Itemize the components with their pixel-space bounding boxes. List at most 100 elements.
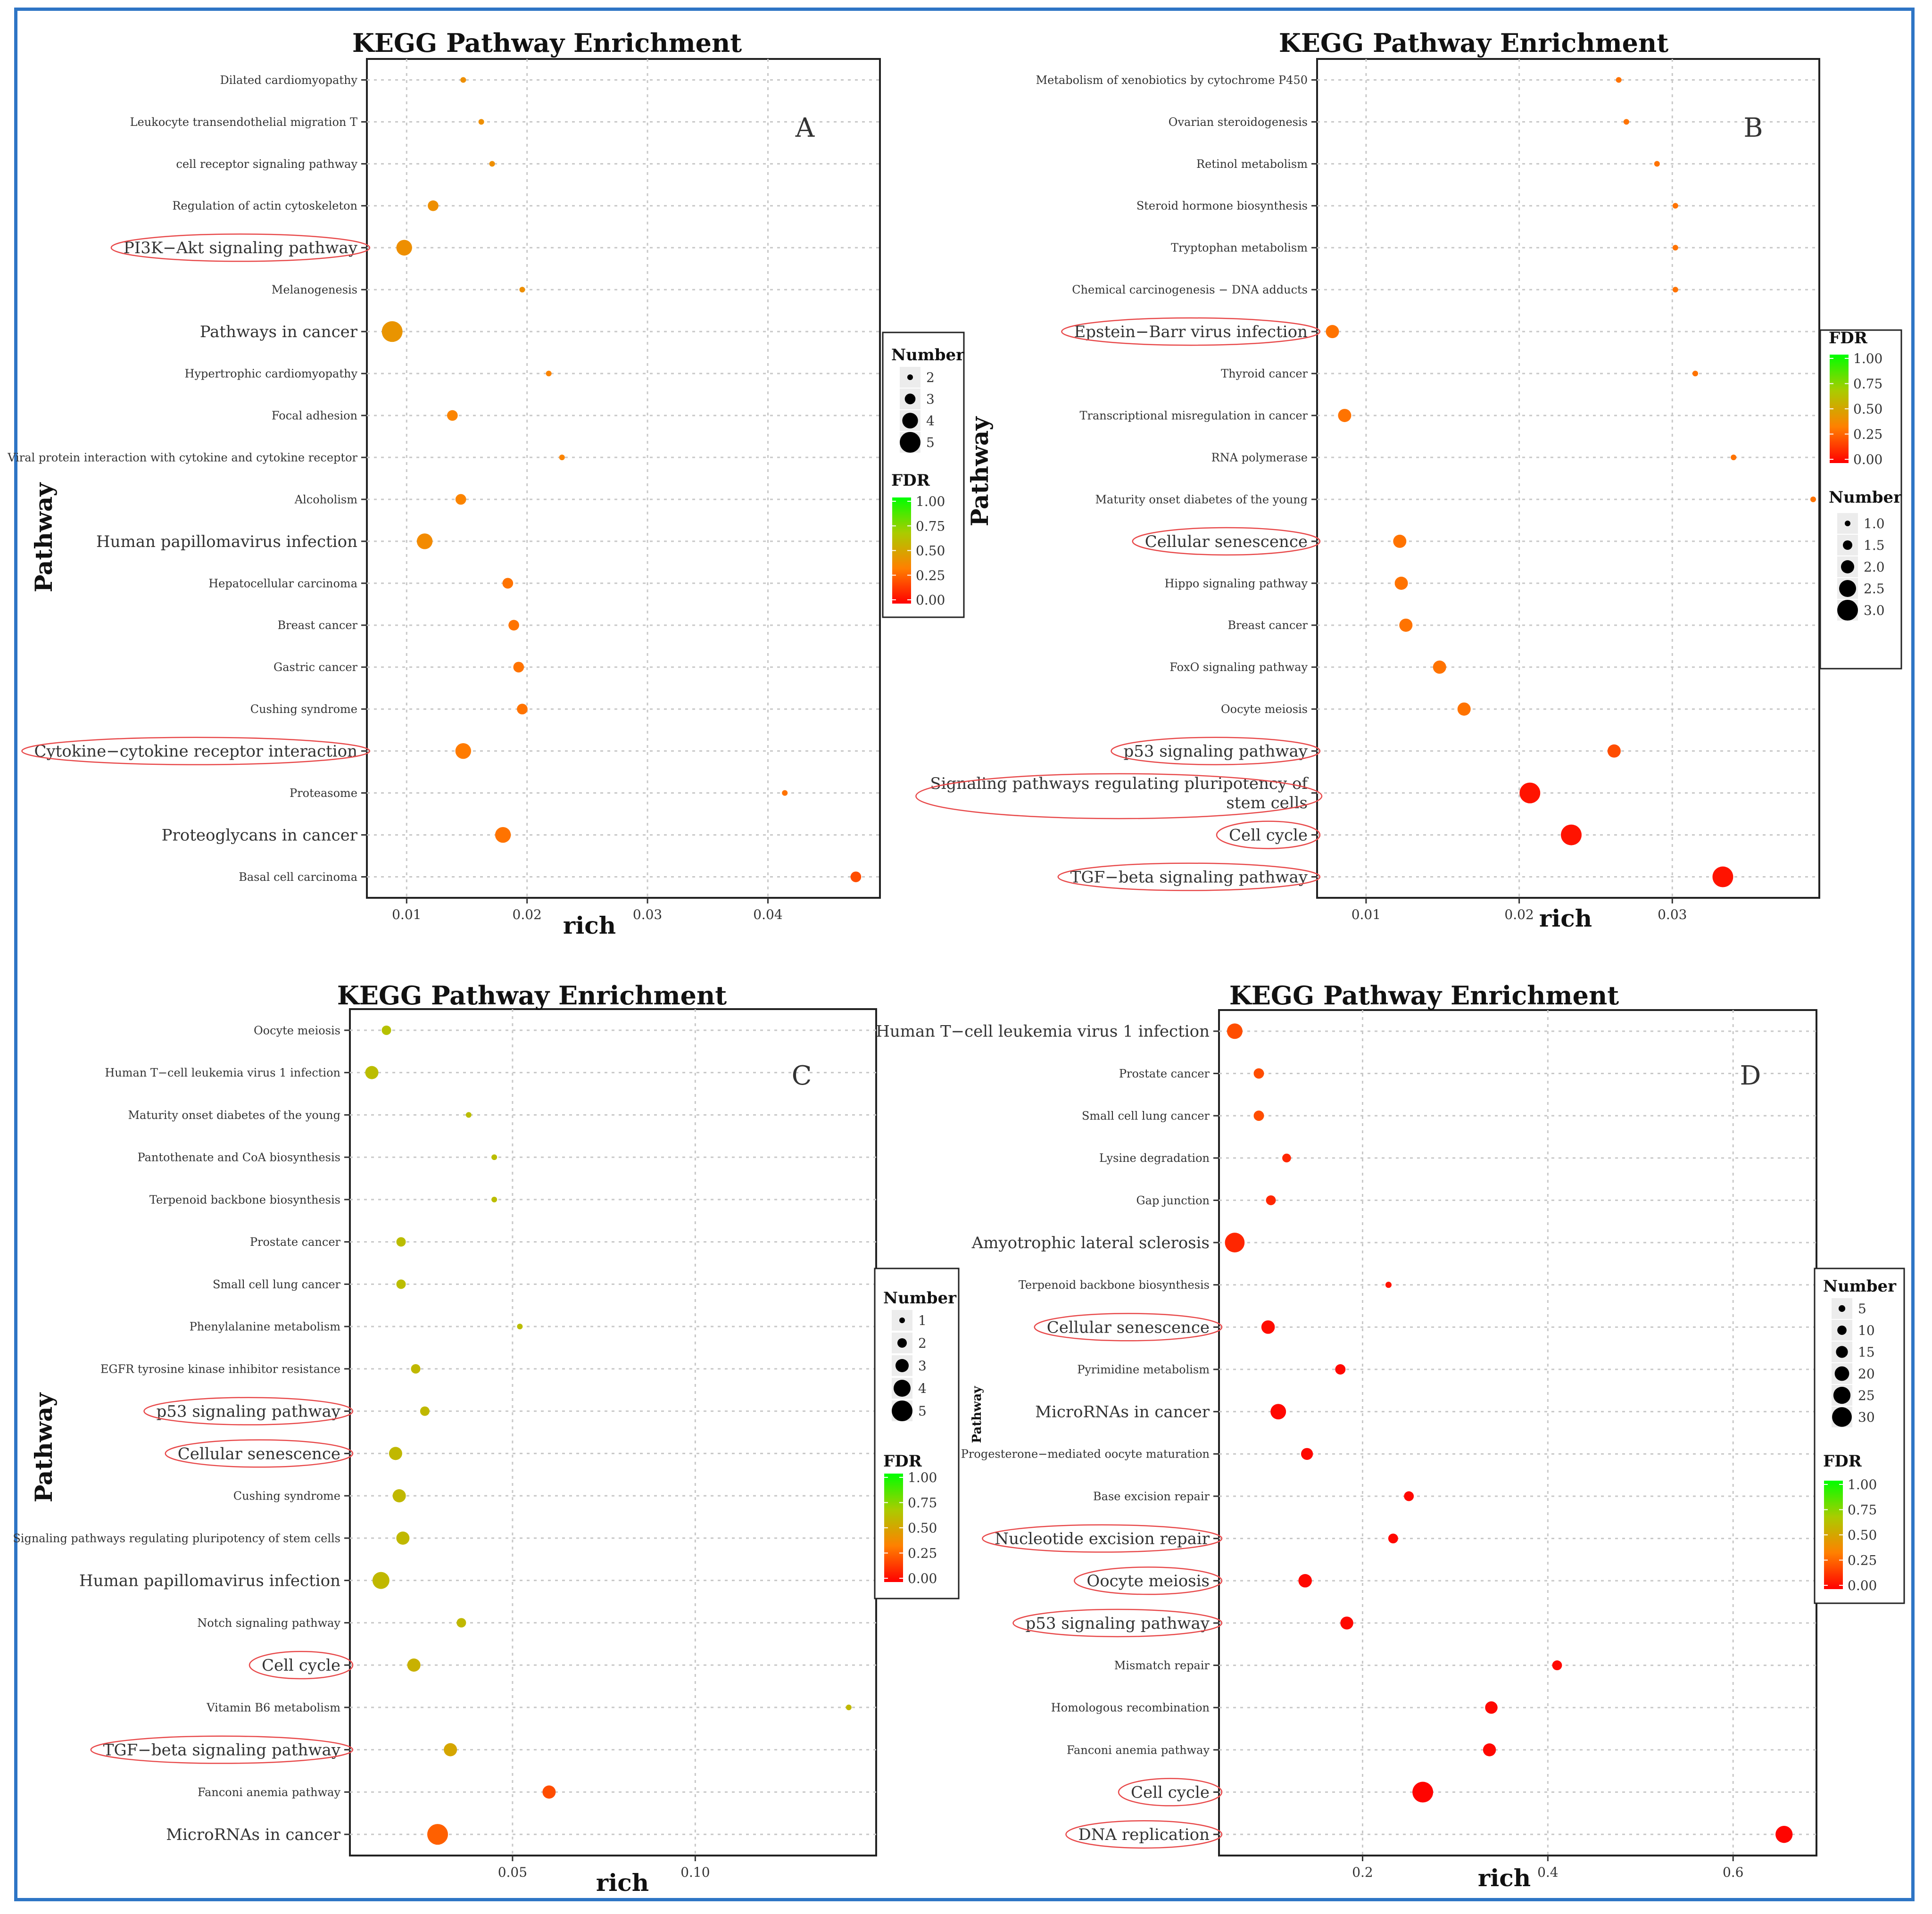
y-tick-label: Small cell lung cancer — [213, 1278, 341, 1291]
size-legend-dot — [1832, 1407, 1852, 1427]
y-tick-label: Regulation of actin cytoskeleton — [172, 199, 357, 213]
data-point — [411, 1364, 421, 1374]
size-legend-title: Number — [891, 346, 965, 365]
y-tick-label: EGFR tyrosine kinase inhibitor resistanc… — [100, 1362, 340, 1375]
data-point — [460, 77, 466, 83]
size-legend-label: 1.0 — [1864, 516, 1885, 531]
y-tick-label: Terpenoid backbone biosynthesis — [149, 1193, 340, 1206]
data-point — [1712, 866, 1733, 887]
data-point — [1692, 371, 1698, 377]
size-legend-label: 5 — [926, 435, 935, 450]
highlight-circle — [1111, 737, 1321, 765]
y-tick-label: Cytokine−cytokine receptor interaction — [34, 742, 357, 761]
data-point — [1326, 325, 1339, 339]
data-point — [465, 1112, 472, 1118]
y-tick-label: Homologous recombination — [1051, 1701, 1210, 1715]
y-tick-label: Ovarian steroidogenesis — [1169, 116, 1308, 129]
fdr-legend-label: 1.00 — [908, 1470, 937, 1485]
y-tick-label: Cushing syndrome — [250, 703, 357, 716]
data-point — [1253, 1110, 1264, 1121]
data-point — [546, 371, 552, 377]
y-tick-label: Signaling pathways regulating pluripoten… — [930, 774, 1309, 793]
y-tick-label: Small cell lung cancer — [1082, 1110, 1210, 1123]
data-point — [381, 321, 403, 342]
fdr-legend-label: 0.50 — [1848, 1527, 1877, 1543]
highlight-circle — [982, 1524, 1223, 1553]
y-tick-label: Mismatch repair — [1114, 1659, 1210, 1672]
data-point — [491, 1154, 498, 1160]
data-point — [495, 827, 511, 843]
y-tick-label: Progesterone−mediated oocyte maturation — [961, 1448, 1210, 1461]
data-point — [1623, 119, 1629, 125]
size-legend-dot — [897, 1338, 907, 1348]
highlight-circle — [1118, 1778, 1223, 1806]
y-tick-label: Melanogenesis — [272, 283, 357, 297]
data-point — [1253, 1068, 1264, 1079]
y-tick-label: Cellular senescence — [178, 1444, 340, 1463]
plot-frame — [1218, 1009, 1817, 1856]
size-legend-dot — [892, 1400, 912, 1421]
data-point — [1654, 161, 1660, 167]
highlight-circle — [90, 1735, 354, 1764]
fdr-legend-title: FDR — [1823, 1452, 1862, 1471]
fdr-legend-label: 0.25 — [908, 1546, 937, 1561]
x-tick-label: 0.02 — [513, 907, 542, 922]
size-legend-label: 3.0 — [1864, 603, 1885, 618]
y-tick-label: p53 signaling pathway — [1124, 742, 1308, 761]
legend: Number 5 10 15 20 25 30 FDR 1.00 0.75 0.50 0.25 0.00 — [1814, 1268, 1905, 1604]
size-legend-label: 1.5 — [1864, 538, 1885, 553]
size-legend-dot — [1838, 1305, 1846, 1312]
data-point — [1261, 1320, 1275, 1334]
y-tick-label: RNA polymerase — [1211, 451, 1308, 464]
data-point — [517, 1324, 523, 1330]
y-tick-label: Proteoglycans in cancer — [162, 826, 358, 845]
x-axis-title: rich — [1478, 1864, 1531, 1892]
highlight-circle — [249, 1650, 354, 1680]
size-legend-label: 25 — [1858, 1388, 1875, 1403]
y-tick-label: Tryptophan metabolism — [1171, 241, 1308, 255]
y-tick-label: Lysine degradation — [1099, 1152, 1210, 1165]
highlight-circle — [1061, 317, 1321, 346]
x-tick-label: 0.04 — [753, 907, 782, 922]
fdr-legend-label: 1.00 — [1848, 1477, 1877, 1492]
y-tick-label: Prostate cancer — [1119, 1067, 1210, 1080]
x-tick-label: 0.10 — [680, 1864, 710, 1880]
y-tick-label: TGF−beta signaling pathway — [1070, 868, 1308, 887]
data-point — [1340, 1616, 1353, 1630]
fdr-legend-label: 0.75 — [916, 518, 945, 534]
data-point — [1385, 1282, 1392, 1288]
y-tick-label: Alcoholism — [294, 493, 357, 506]
size-legend-dot — [899, 1317, 905, 1323]
y-tick-label: Notch signaling pathway — [197, 1616, 340, 1630]
fdr-legend-title: FDR — [1829, 329, 1868, 348]
y-tick-label: PI3K−Akt signaling pathway — [124, 239, 358, 257]
y-tick-label-line2: stem cells — [1226, 794, 1308, 812]
y-tick-label: Focal adhesion — [272, 409, 357, 422]
y-tick-label: Fanconi anemia pathway — [1067, 1743, 1210, 1757]
data-point — [455, 494, 466, 505]
x-tick-label: 0.01 — [392, 907, 421, 922]
size-legend-dot — [1837, 600, 1858, 621]
data-point — [1775, 1826, 1793, 1843]
size-legend-dot — [1839, 580, 1856, 597]
data-point — [1616, 77, 1622, 83]
size-legend-dot — [902, 413, 918, 429]
size-legend-label: 3 — [926, 391, 935, 407]
data-point — [444, 1743, 457, 1757]
y-tick-label: Retinol metabolism — [1196, 157, 1308, 171]
data-point — [1404, 1491, 1414, 1501]
y-tick-label: Transcriptional misregulation in cancer — [1079, 409, 1308, 422]
legend: Number 1.0 1.5 2.0 2.5 3.0 FDR 1.00 0.75 0.50 0.25… — [1819, 329, 1902, 670]
fdr-legend-title: FDR — [883, 1452, 922, 1471]
data-point — [455, 743, 471, 759]
figure-border — [14, 8, 1915, 1901]
data-point — [427, 1824, 448, 1845]
highlight-circle — [1012, 1608, 1223, 1638]
size-legend-dot — [896, 1359, 909, 1372]
y-tick-label: FoxO signaling pathway — [1169, 661, 1308, 674]
highlight-circle — [1057, 862, 1321, 891]
highlight-circle — [21, 737, 371, 765]
chart-title: KEGG Pathway Enrichment — [1279, 28, 1668, 58]
plot-frame — [349, 1008, 877, 1856]
size-legend-dot — [1843, 540, 1852, 550]
